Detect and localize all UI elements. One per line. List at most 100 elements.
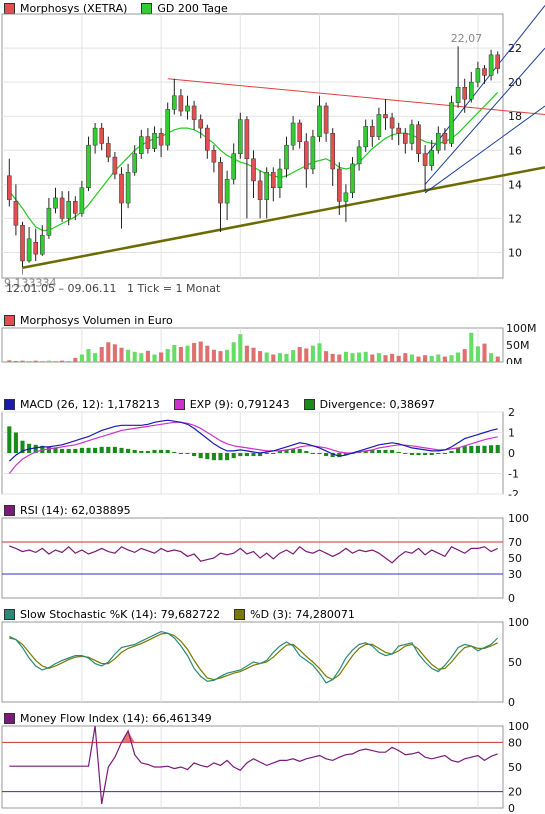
divergence-bar [205, 453, 210, 460]
candle-body [185, 105, 190, 112]
divergence-bar [456, 447, 461, 453]
volume-bar [93, 353, 98, 362]
rsi-chart-svg: 100 70 50 30 0 [1, 512, 529, 602]
candle-body [99, 127, 104, 144]
volume-bar [119, 347, 124, 362]
divergence-bar [409, 453, 414, 456]
candle-body [139, 136, 144, 154]
divergence-bar [119, 447, 124, 453]
channel-line-lower [424, 105, 545, 194]
divergence-bar [475, 445, 480, 453]
divergence-bar [469, 445, 474, 453]
volume-legend-label: Morphosys Volumen in Euro [20, 314, 173, 327]
candle-body [264, 172, 269, 200]
volume-bar [139, 353, 144, 362]
volume-bar [112, 344, 117, 362]
price-y-tick-label: 14 [508, 178, 522, 191]
candle-body [370, 126, 375, 137]
divergence-bar [211, 453, 216, 461]
divergence-bar [172, 451, 177, 453]
divergence-bar [277, 450, 282, 453]
stoch-k-legend-swatch [4, 609, 15, 620]
volume-bar [225, 349, 230, 362]
candle-body [495, 54, 500, 69]
period-label: 12.01.05 – 09.06.11 [6, 282, 117, 295]
candle-body [152, 132, 157, 149]
volume-bar [429, 355, 434, 362]
price-chart-svg: 101214161820222006200720082009201020119,… [1, 5, 545, 290]
candle-body [455, 86, 461, 103]
divergence-bar [46, 446, 51, 453]
divergence-bar [495, 445, 500, 453]
candle-body [469, 81, 474, 100]
candle-body [482, 68, 487, 76]
volume-bar [159, 352, 164, 362]
mfi-legend-label: Money Flow Index (14): 66,461349 [20, 712, 212, 725]
divergence-bar [383, 449, 388, 453]
mfi-line [9, 725, 498, 805]
macd-legend-label: MACD (26, 12): 1,178213 [20, 398, 160, 411]
candle-body [337, 168, 342, 202]
stoch-y-tick-label: 0 [508, 696, 515, 706]
divergence-bar [324, 453, 329, 457]
volume-bar [284, 353, 289, 362]
candle-body [40, 235, 45, 255]
price-y-tick-label: 16 [508, 144, 522, 157]
divergence-bar [185, 453, 190, 455]
volume-bar [390, 353, 395, 362]
macd-y-tick-label: 1 [508, 427, 515, 440]
volume-bar [40, 360, 45, 362]
divergence-bar [403, 453, 408, 454]
divergence-bar [310, 453, 315, 454]
candle-body [191, 105, 197, 120]
divergence-bar [238, 453, 243, 457]
volume-bar [330, 353, 335, 362]
mfi-y-tick-label: 100 [508, 720, 529, 733]
price-legend: Morphosys (XETRA) GD 200 Tage [4, 2, 242, 15]
candle-body [409, 124, 415, 144]
volume-bar [403, 353, 408, 362]
volume-bar [363, 351, 368, 362]
rsi-y-tick-label: 70 [508, 536, 522, 549]
volume-bar [343, 351, 348, 362]
rsi-y-tick-label: 100 [508, 512, 529, 525]
candle-body [119, 173, 124, 204]
candle-body [330, 132, 335, 170]
volume-bar [423, 355, 428, 362]
candle-body [53, 197, 58, 209]
candle-body [244, 119, 250, 160]
stoch-d-line [9, 632, 498, 681]
candle-body [205, 127, 210, 151]
volume-bar [79, 354, 84, 362]
divergence-bar [297, 448, 302, 453]
volume-bar [46, 360, 51, 362]
candle-body [429, 150, 434, 166]
price-y-tick-label: 18 [508, 110, 522, 123]
mfi-frame [1, 725, 504, 809]
candle-body [178, 95, 184, 112]
price-y-tick-label: 22 [508, 42, 522, 55]
divergence-bar [66, 448, 71, 453]
divergence-bar [462, 445, 467, 453]
divergence-bar [53, 447, 58, 453]
volume-bar [442, 356, 447, 362]
macd-y-tick-label: 0 [508, 447, 515, 460]
candle-body [363, 126, 368, 148]
candle-body [290, 122, 296, 146]
volume-bar [264, 352, 269, 362]
volume-bar [475, 346, 480, 362]
divergence-bar [291, 448, 296, 453]
volume-bar [324, 351, 329, 362]
candle-body [20, 224, 25, 262]
volume-bar [337, 354, 342, 362]
divergence-legend-label: Divergence: 0,38697 [319, 398, 435, 411]
divergence-bar [33, 444, 38, 453]
mfi-y-tick-label: 0 [508, 802, 515, 814]
divergence-bar [416, 453, 421, 456]
divergence-bar [192, 453, 197, 457]
volume-bar [291, 350, 296, 362]
divergence-bar [271, 453, 276, 454]
candle-body [462, 86, 467, 100]
volume-bar [66, 360, 71, 362]
period-info: 12.01.05 – 09.06.11 1 Tick = 1 Monat [6, 282, 220, 295]
